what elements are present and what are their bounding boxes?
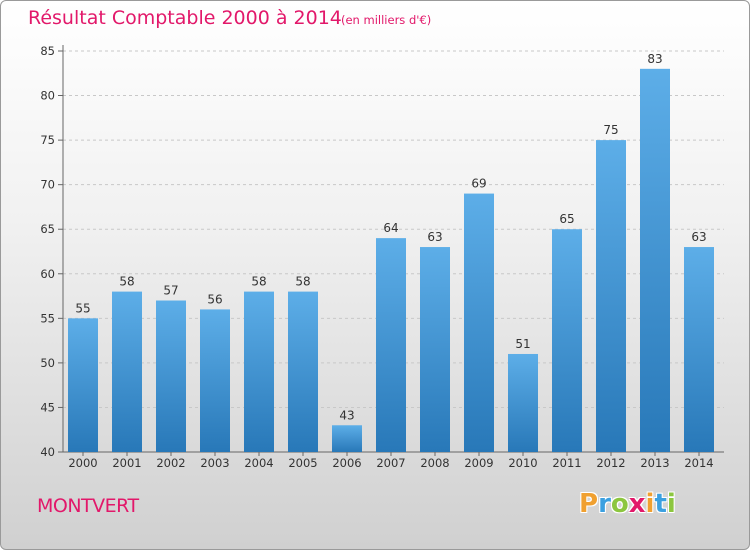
value-labels: 55 58 57 56 58 58 43 64 63 69 51 65 75 83 63 — [75, 52, 706, 422]
x-tick-label-2003: 2003 — [200, 456, 229, 470]
bar-2001 — [112, 291, 142, 452]
chart-title: Résultat Comptable 2000 à 2014 — [28, 7, 342, 29]
x-tick-label-2008: 2008 — [420, 456, 449, 470]
value-label-2012: 75 — [603, 123, 618, 137]
chart-subtitle: (en milliers d'€) — [341, 13, 432, 27]
value-label-2014: 63 — [691, 230, 706, 244]
bar-2002 — [156, 300, 186, 452]
y-tick-label: 50 — [40, 356, 55, 370]
value-label-2004: 58 — [251, 275, 266, 289]
y-tick-label: 70 — [40, 178, 55, 192]
value-label-2002: 57 — [163, 284, 178, 298]
town-name: MONTVERT — [37, 495, 139, 517]
value-label-2009: 69 — [471, 177, 486, 191]
value-label-2006: 43 — [339, 408, 354, 422]
value-label-2008: 63 — [427, 230, 442, 244]
y-tick-label: 60 — [40, 267, 55, 281]
y-tick-label: 55 — [40, 311, 55, 325]
y-tick-label: 45 — [40, 400, 55, 414]
x-tick-label-2002: 2002 — [156, 456, 185, 470]
logo-letter: P — [579, 489, 599, 519]
x-tick-label-2007: 2007 — [376, 456, 405, 470]
x-tick-label-2009: 2009 — [464, 456, 493, 470]
bar-2000 — [68, 318, 98, 452]
x-tick-label-2005: 2005 — [288, 456, 317, 470]
y-tick-label: 85 — [40, 44, 55, 58]
bar-2014 — [684, 247, 714, 452]
logo-letter: i — [666, 489, 676, 519]
y-tick-label: 75 — [40, 133, 55, 147]
y-tick-label: 80 — [40, 89, 55, 103]
logo-letter: r — [598, 489, 611, 519]
x-tick-label-2011: 2011 — [552, 456, 581, 470]
value-label-2007: 64 — [383, 221, 398, 235]
x-tick-label-2013: 2013 — [640, 456, 669, 470]
value-label-2011: 65 — [559, 212, 574, 226]
value-label-2010: 51 — [515, 337, 530, 351]
proxiti-logo: Proxiti — [579, 489, 676, 519]
bar-2012 — [596, 140, 626, 452]
x-tick-labels: 2000 2001 2002 2003 2004 2005 2006 2007 2008 2009… — [68, 456, 713, 470]
x-tick-label-2001: 2001 — [112, 456, 141, 470]
bar-2009 — [464, 193, 494, 453]
x-tick-label-2010: 2010 — [508, 456, 537, 470]
x-tick-label-2006: 2006 — [332, 456, 361, 470]
logo-letter: t — [654, 489, 667, 519]
x-tick-label-2004: 2004 — [244, 456, 273, 470]
bar-2011 — [552, 229, 582, 452]
logo-letter: x — [628, 489, 646, 519]
logo-letter: i — [645, 489, 655, 519]
bar-2003 — [200, 309, 230, 452]
value-label-2000: 55 — [75, 301, 90, 315]
value-label-2003: 56 — [207, 292, 222, 306]
value-label-2013: 83 — [647, 52, 662, 66]
x-tick-label-2012: 2012 — [596, 456, 625, 470]
x-tick-label-2014: 2014 — [684, 456, 713, 470]
bar-2008 — [420, 247, 450, 452]
bar-2013 — [640, 68, 670, 453]
bar-2007 — [376, 238, 406, 452]
logo-letter: o — [610, 489, 629, 519]
bar-2005 — [288, 291, 318, 452]
bar-2004 — [244, 291, 274, 452]
y-tick-label: 40 — [40, 445, 55, 459]
y-tick-label: 65 — [40, 222, 55, 236]
value-label-2005: 58 — [295, 275, 310, 289]
bar-2010 — [508, 353, 538, 452]
x-tick-label-2000: 2000 — [68, 456, 97, 470]
bars — [68, 68, 714, 453]
y-tick-labels: 40 45 50 55 60 65 70 75 80 85 — [40, 44, 55, 459]
bar-2006 — [332, 425, 362, 452]
value-label-2001: 58 — [119, 275, 134, 289]
